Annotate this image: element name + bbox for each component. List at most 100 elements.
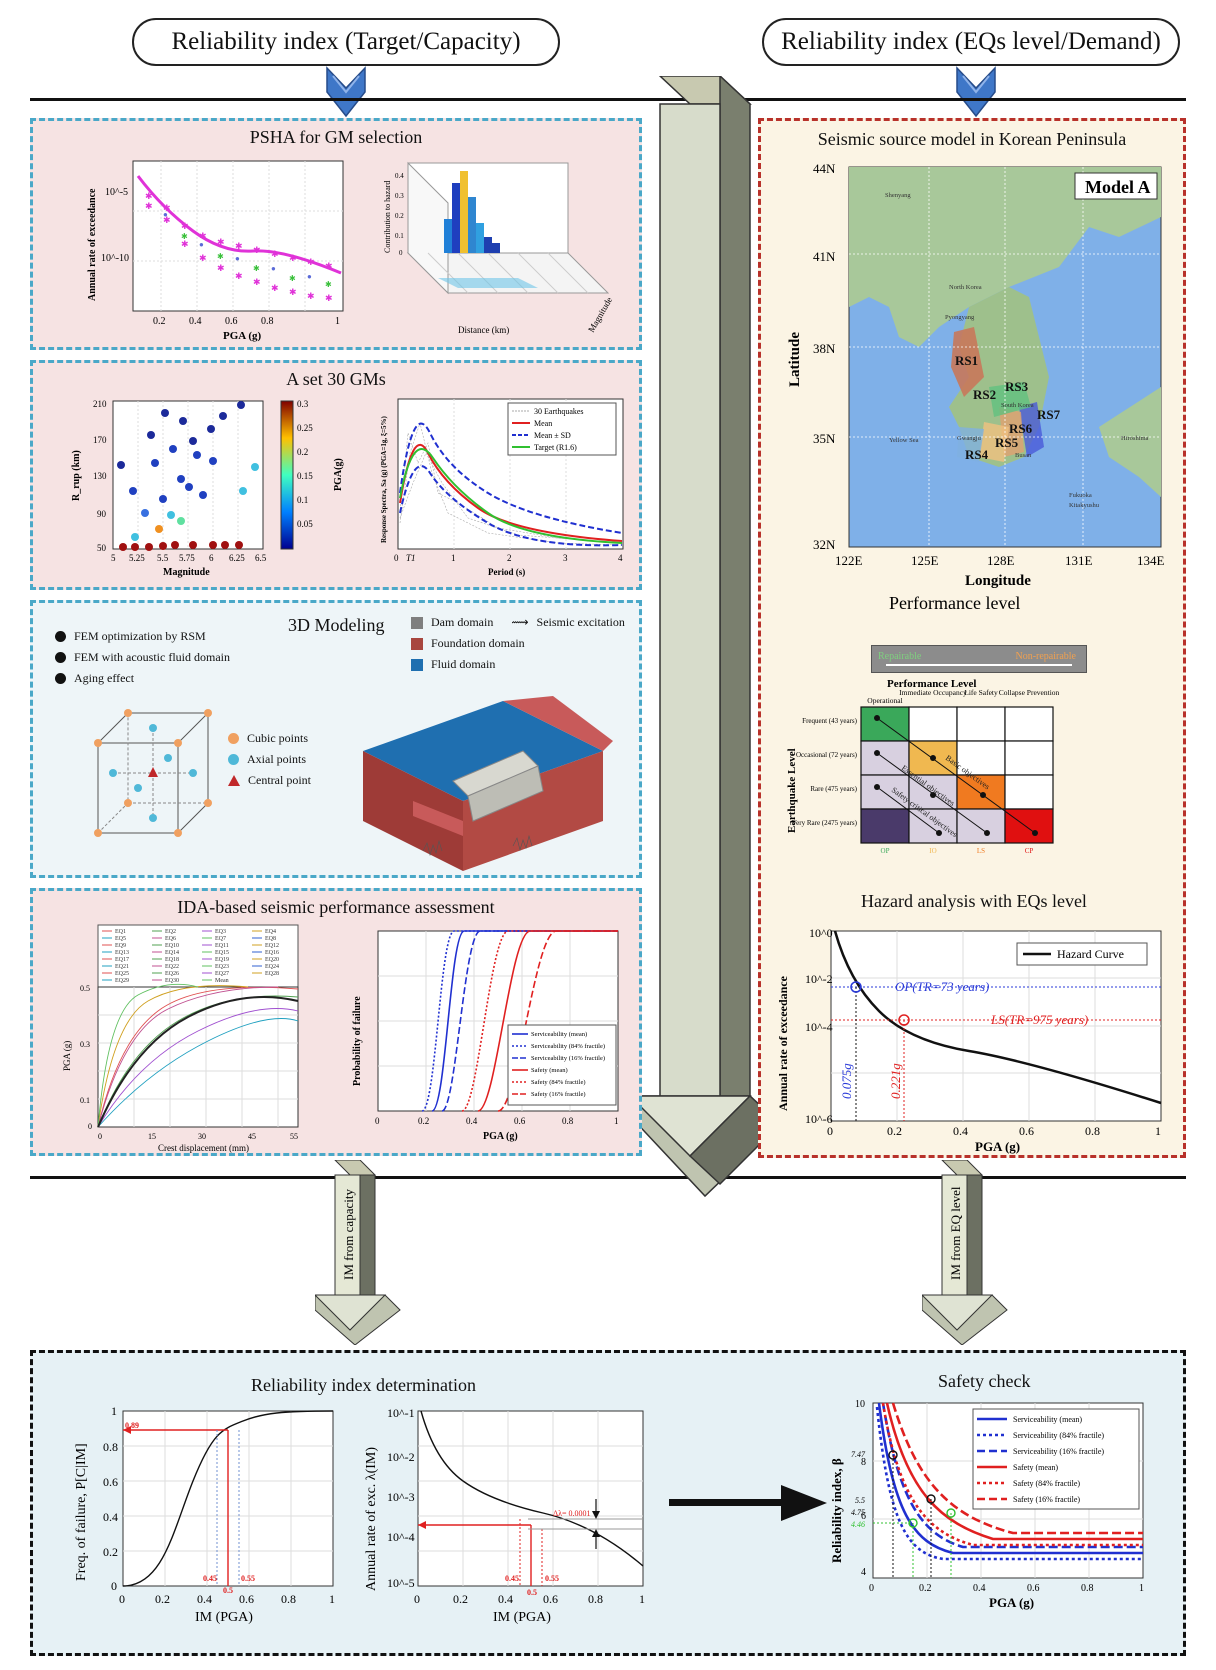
bottom-cp: CP bbox=[1025, 847, 1034, 855]
scatter-xtick-2: 5.25 bbox=[129, 553, 145, 563]
ar-xtick-6: 1 bbox=[639, 1592, 645, 1606]
row-frequent: Frequent (43 years) bbox=[802, 717, 857, 725]
ff-ytick-5: 0.2 bbox=[103, 1545, 118, 1559]
freq-failure-chart: 0.89 0.45 0.5 0.55 1 0.8 0.6 0.4 0.2 0 0… bbox=[74, 1404, 335, 1625]
sc-xtick-6: 1 bbox=[1139, 1583, 1144, 1594]
scatter-ytick-3: 130 bbox=[93, 471, 107, 481]
eq-level-down-arrow: IM from EQ level bbox=[922, 1160, 1008, 1345]
spectra-xtick-3: 2 bbox=[507, 553, 512, 563]
hz-xtick-1: 0 bbox=[827, 1124, 833, 1138]
ida-xtick-3: 15 bbox=[148, 1132, 156, 1141]
psha-ytick-2: 10^-10 bbox=[101, 253, 129, 264]
ida-legend-entry: EQ6 bbox=[165, 936, 176, 942]
scatter-ytick-1: 210 bbox=[93, 399, 107, 409]
spectra-legend-3: Mean ± SD bbox=[534, 431, 571, 440]
lat-32: 32N bbox=[813, 537, 836, 552]
zone-rs7: RS7 bbox=[1037, 407, 1061, 422]
frag-legend-3: Serviceability (16% fractile) bbox=[531, 1055, 605, 1062]
lon-125: 125E bbox=[911, 553, 939, 568]
cbar-tick-3: 0.2 bbox=[297, 447, 308, 457]
legend-foundation: Foundation domain bbox=[431, 636, 525, 650]
place-yellow-sea: Yellow Sea bbox=[889, 437, 919, 444]
ff-ytick-1: 1 bbox=[111, 1404, 117, 1418]
hz-xtick-4: 0.6 bbox=[1019, 1124, 1034, 1138]
spectra-ylabel: Response Spectra, Sa (g) (PGA=1g, ξ=5%) bbox=[380, 416, 389, 543]
gm-set-panel: A set 30 GMs 0.3 0.25 0.2 0.15 0.1 0.05 … bbox=[30, 360, 642, 590]
middle-rule bbox=[30, 1176, 1186, 1179]
col-cp: Collapse Prevention bbox=[999, 688, 1060, 697]
psha-xlabel: PGA (g) bbox=[223, 330, 262, 342]
ar-xtick-1: 0 bbox=[414, 1592, 420, 1606]
response-spectra-chart: 30 Earthquakes Mean Mean ± SD Target (R1… bbox=[380, 398, 624, 577]
svg-text:✱: ✱ bbox=[271, 249, 279, 259]
hz-xtick-2: 0.2 bbox=[887, 1124, 902, 1138]
scatter-xtick-6: 6.25 bbox=[229, 553, 245, 563]
svg-text:✱: ✱ bbox=[181, 239, 189, 249]
left-title-pill: Reliability index (Target/Capacity) bbox=[132, 18, 560, 66]
ar-ytick-3: 10^-3 bbox=[387, 1490, 415, 1504]
colorbar-label: PGA(g) bbox=[333, 458, 344, 491]
place-north-korea: North Korea bbox=[949, 284, 982, 291]
zone-rs3: RS3 bbox=[1005, 379, 1029, 394]
spectra-legend-1: 30 Earthquakes bbox=[534, 407, 584, 416]
beta-446: 4.46 bbox=[851, 1520, 865, 1529]
to-safety-arrow bbox=[669, 1485, 827, 1521]
hz-ytick-2: 10^-2 bbox=[805, 972, 833, 986]
ida-legend-entry: EQ18 bbox=[165, 957, 179, 963]
ida-legend-entry: EQ5 bbox=[115, 936, 126, 942]
svg-text:✱: ✱ bbox=[199, 253, 207, 263]
place-pyongyang: Pyongyang bbox=[945, 314, 975, 321]
frag-legend-6: Safety (16% fractile) bbox=[531, 1091, 586, 1098]
cube-legend: Cubic points Axial points Central point bbox=[228, 731, 311, 794]
ida-legend-entry: EQ17 bbox=[115, 957, 129, 963]
mark-089: 0.89 bbox=[125, 1421, 139, 1430]
svg-text:✱: ✱ bbox=[145, 191, 153, 201]
deagg-ztick-1: 0.4 bbox=[395, 172, 404, 180]
hz-ytick-3: 10^-4 bbox=[805, 1020, 833, 1034]
ff-xtick-6: 1 bbox=[329, 1592, 335, 1606]
frag-xtick-5: 0.8 bbox=[562, 1116, 574, 1126]
zone-rs5: RS5 bbox=[995, 435, 1019, 450]
lat-35: 35N bbox=[813, 431, 836, 446]
ar-ytick-2: 10^-2 bbox=[387, 1450, 415, 1464]
top-rule bbox=[30, 98, 1186, 101]
svg-text:✱: ✱ bbox=[325, 261, 333, 271]
svg-text:●: ● bbox=[163, 210, 168, 219]
ar-mark-045: 0.45 bbox=[505, 1574, 519, 1583]
safety-title: Safety check bbox=[938, 1371, 1031, 1391]
ida-legend-entry: EQ13 bbox=[115, 950, 129, 956]
left-chevron-icon bbox=[326, 66, 366, 118]
ida-legend-entry: EQ12 bbox=[265, 943, 279, 949]
fragility-chart: Serviceability (mean) Serviceability (84… bbox=[352, 930, 619, 1142]
deagg-ztick-4: 0.1 bbox=[395, 232, 404, 240]
ida-legend-entry: EQ22 bbox=[165, 964, 179, 970]
ar-mark-055: 0.55 bbox=[545, 1574, 559, 1583]
svg-text:✱: ✱ bbox=[289, 274, 296, 283]
ida-legend-entry: EQ28 bbox=[265, 971, 279, 977]
lon-122: 122E bbox=[835, 553, 863, 568]
capacity-down-arrow: IM from capacity bbox=[315, 1160, 401, 1345]
psha-ytick-1: 10^-5 bbox=[105, 187, 128, 198]
bottom-io: IO bbox=[929, 847, 936, 855]
ls-label: LS(TR=975 years) bbox=[990, 1012, 1088, 1027]
hz-ytick-4: 10^-6 bbox=[805, 1112, 833, 1126]
bullet-acoustic: FEM with acoustic fluid domain bbox=[74, 650, 230, 664]
lat-41: 41N bbox=[813, 249, 836, 264]
row-rare: Rare (475 years) bbox=[810, 785, 857, 793]
frag-xtick-2: 0.2 bbox=[418, 1116, 429, 1126]
hz-ytick-1: 10^0 bbox=[809, 926, 833, 940]
svg-text:✱: ✱ bbox=[181, 221, 189, 231]
cbar-tick-1: 0.3 bbox=[297, 399, 309, 409]
legend-excitation: Seismic excitation bbox=[536, 615, 625, 629]
hazard-curve-chart: OP(TR=73 years) LS(TR=975 years) 0.075g … bbox=[776, 926, 1162, 1154]
cbar-tick-4: 0.15 bbox=[297, 471, 313, 481]
ar-xlabel: IM (PGA) bbox=[493, 1610, 551, 1625]
ida-panel: IDA-based seismic performance assessment… bbox=[30, 888, 642, 1156]
domain-legend: Dam domain ⟿ Seismic excitation Foundatio… bbox=[411, 615, 625, 678]
ida-legend-entry: EQ9 bbox=[115, 943, 126, 949]
spectra-t1: T1 bbox=[406, 553, 416, 563]
psha-xtick-3: 0.6 bbox=[225, 316, 238, 327]
ar-ytick-4: 10^-4 bbox=[387, 1530, 415, 1544]
ida-legend-entry: EQ3 bbox=[215, 929, 226, 935]
ida-xtick-9: 45 bbox=[248, 1132, 256, 1141]
